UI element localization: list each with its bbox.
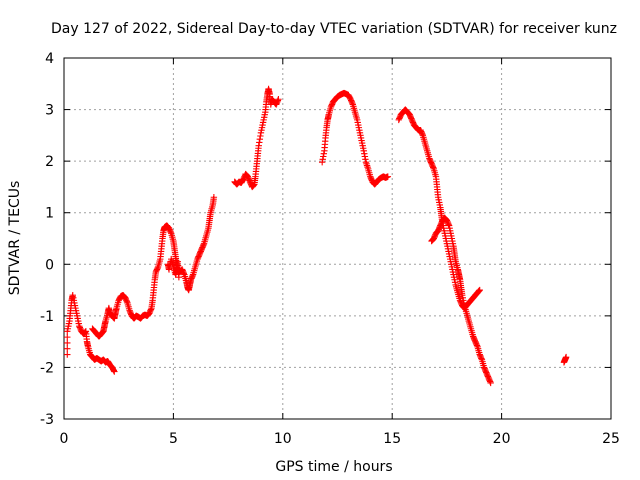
y-tick-label: -2 (40, 360, 54, 376)
data-point (210, 194, 218, 201)
data-point (384, 173, 392, 180)
data-point (64, 339, 71, 347)
data-point (175, 273, 183, 281)
y-tick-label: 0 (45, 257, 54, 273)
y-tick-label: 1 (45, 206, 54, 222)
y-tick-label: -1 (40, 309, 54, 325)
data-point (275, 96, 282, 103)
data-points (64, 85, 570, 387)
x-tick-label: 0 (60, 431, 69, 447)
y-tick-labels: -3 -2 -1 0 1 2 3 4 (40, 51, 54, 428)
data-point (111, 368, 118, 375)
data-point (64, 333, 71, 341)
x-tick-label: 25 (602, 431, 620, 447)
grid (64, 58, 611, 419)
data-point (64, 351, 71, 358)
x-tick-label: 20 (493, 431, 511, 447)
plot-frame (63, 57, 612, 420)
y-tick-label: 3 (45, 103, 54, 119)
y-tick-label: 2 (45, 154, 54, 170)
chart-title: Day 127 of 2022, Sidereal Day-to-day VTE… (51, 21, 617, 37)
ticks (63, 57, 612, 420)
x-axis-label: GPS time / hours (275, 459, 392, 475)
data-point (64, 345, 71, 352)
data-point (562, 353, 570, 361)
data-point (476, 286, 483, 294)
y-tick-label: 4 (45, 51, 54, 67)
y-axis-label: SDTVAR / TECUs (7, 181, 23, 296)
x-tick-label: 15 (383, 431, 401, 447)
x-tick-label: 10 (274, 431, 292, 447)
x-tick-labels: 0 5 10 15 20 25 (60, 431, 620, 447)
data-point (487, 379, 494, 387)
y-tick-label: -3 (40, 412, 54, 428)
x-tick-label: 5 (169, 431, 178, 447)
